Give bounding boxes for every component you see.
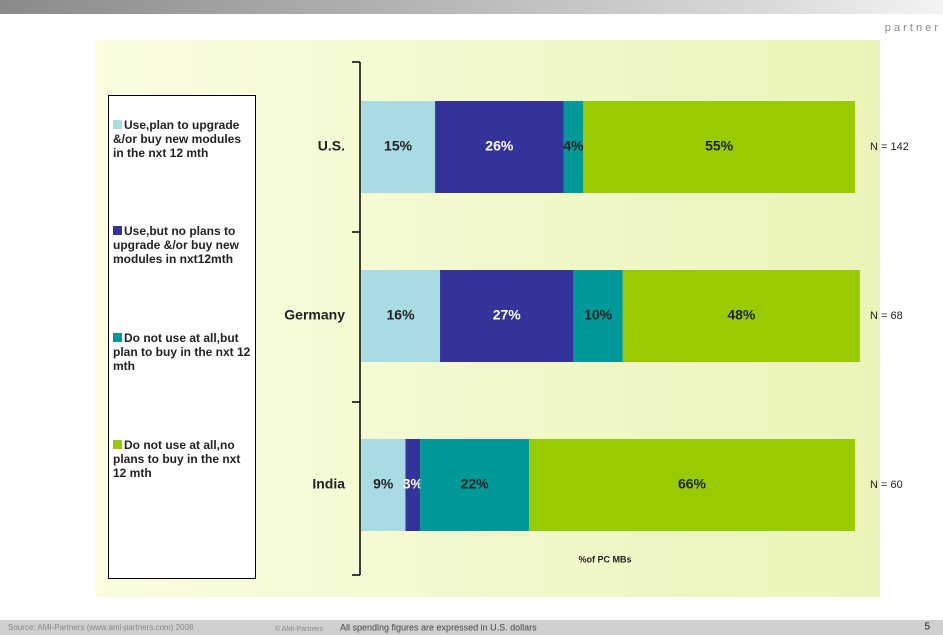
- bar-segment: [583, 101, 855, 193]
- legend-item: Use,plan to upgrade &/or buy new modules…: [113, 118, 253, 160]
- legend-label: Use,but no plans to upgrade &/or buy new…: [113, 224, 240, 266]
- annotation: N = 60: [870, 479, 903, 491]
- data-label: 4%: [563, 138, 584, 154]
- data-label: 27%: [493, 307, 522, 323]
- footer-bar: [0, 620, 943, 635]
- legend-item: Use,but no plans to upgrade &/or buy new…: [113, 224, 253, 266]
- bar-segment: [405, 439, 421, 531]
- data-label: 16%: [387, 307, 416, 323]
- data-label: 15%: [384, 138, 413, 154]
- footer-source: Source: AMI-Partners (www.ami-partners.c…: [8, 623, 194, 632]
- bar-segment: [361, 439, 406, 531]
- bar-segment: [563, 101, 584, 193]
- axis: [352, 61, 361, 576]
- footer-copyright: © AMI-Partners: [275, 625, 323, 633]
- data-label: 22%: [461, 476, 490, 492]
- legend: Use,plan to upgrade &/or buy new modules…: [108, 95, 256, 579]
- bar-segment: [528, 439, 855, 531]
- data-label: 10%: [584, 307, 613, 323]
- legend-item: Do not use at all,but plan to buy in the…: [113, 331, 253, 373]
- legend-label: Use,plan to upgrade &/or buy new modules…: [113, 118, 242, 160]
- data-label: 26%: [485, 138, 514, 154]
- annotation: N = 68: [870, 310, 903, 322]
- footer-note: All spending figures are expressed in U.…: [340, 622, 537, 632]
- data-label: 3%: [403, 476, 424, 492]
- header-bar: [0, 0, 943, 14]
- category-label: India: [312, 476, 345, 492]
- bar-segment: [440, 270, 574, 362]
- data-label: 9%: [373, 476, 394, 492]
- logo: p a r t n e r: [885, 22, 939, 34]
- legend-label: Do not use at all,but plan to buy in the…: [113, 331, 251, 373]
- data-label: 66%: [678, 476, 707, 492]
- annotation: N = 142: [870, 141, 909, 153]
- data-label: 48%: [727, 307, 756, 323]
- x-axis-label: %of PC MBs: [578, 554, 631, 564]
- bar-segment: [420, 439, 529, 531]
- legend-swatch: [113, 333, 122, 342]
- page-number: 5: [924, 622, 930, 633]
- bar-segment: [573, 270, 623, 362]
- legend-item: Do not use at all,no plans to buy in the…: [113, 438, 253, 480]
- legend-swatch: [113, 440, 122, 449]
- bar-segment: [361, 101, 436, 193]
- bar-segment: [622, 270, 860, 362]
- bar-segment: [435, 101, 564, 193]
- category-label: Germany: [284, 307, 345, 323]
- legend-label: Do not use at all,no plans to buy in the…: [113, 438, 241, 480]
- legend-swatch: [113, 120, 122, 129]
- legend-swatch: [113, 226, 122, 235]
- data-label: 55%: [705, 138, 734, 154]
- category-label: U.S.: [318, 138, 345, 154]
- bar-segment: [361, 270, 441, 362]
